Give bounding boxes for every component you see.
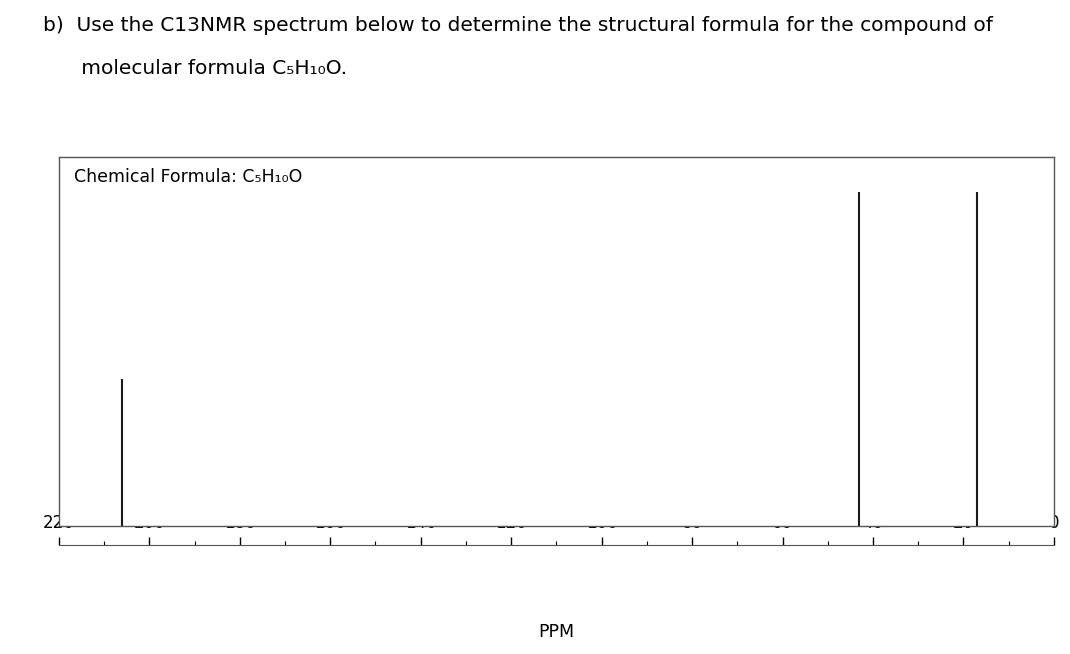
Text: Chemical Formula: C₅H₁₀O: Chemical Formula: C₅H₁₀O (74, 168, 302, 186)
Text: molecular formula C₅H₁₀O.: molecular formula C₅H₁₀O. (43, 59, 347, 78)
X-axis label: PPM: PPM (538, 623, 575, 641)
Text: b)  Use the C13NMR spectrum below to determine the structural formula for the co: b) Use the C13NMR spectrum below to dete… (43, 16, 993, 35)
